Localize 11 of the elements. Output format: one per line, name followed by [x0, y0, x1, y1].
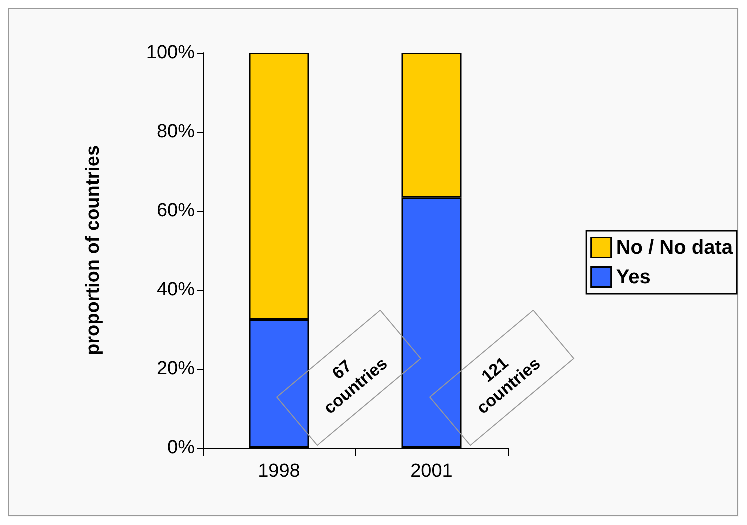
y-axis-title: proportion of countries [83, 145, 104, 356]
x-tick-label: 2001 [410, 461, 453, 482]
y-tick-label: 60% [156, 200, 196, 222]
y-tick-label: 100% [146, 42, 196, 64]
y-tick-label: 80% [156, 122, 196, 142]
y-tick-label: 20% [156, 358, 196, 380]
legend-label: No / No data [616, 236, 734, 259]
legend-label: Yes [616, 266, 651, 288]
x-tick-label: 1998 [258, 461, 300, 482]
y-tick-label: 0% [168, 438, 196, 458]
y-tick-label: 40% [156, 280, 196, 300]
